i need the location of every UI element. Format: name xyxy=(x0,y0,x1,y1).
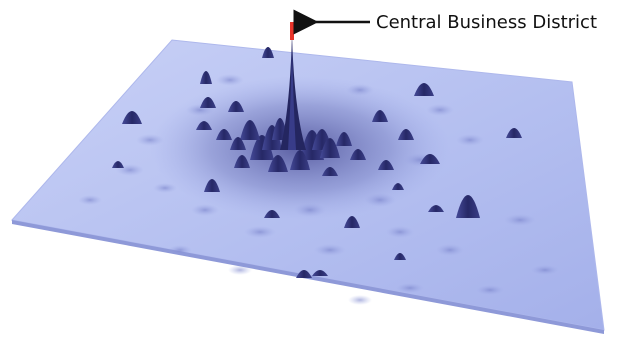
low-density-spots xyxy=(78,74,559,305)
cbd-peak-highlight xyxy=(288,40,296,150)
cbd-marker xyxy=(290,22,294,40)
density-peaks xyxy=(112,47,522,278)
callout-label: Central Business District xyxy=(376,12,597,33)
